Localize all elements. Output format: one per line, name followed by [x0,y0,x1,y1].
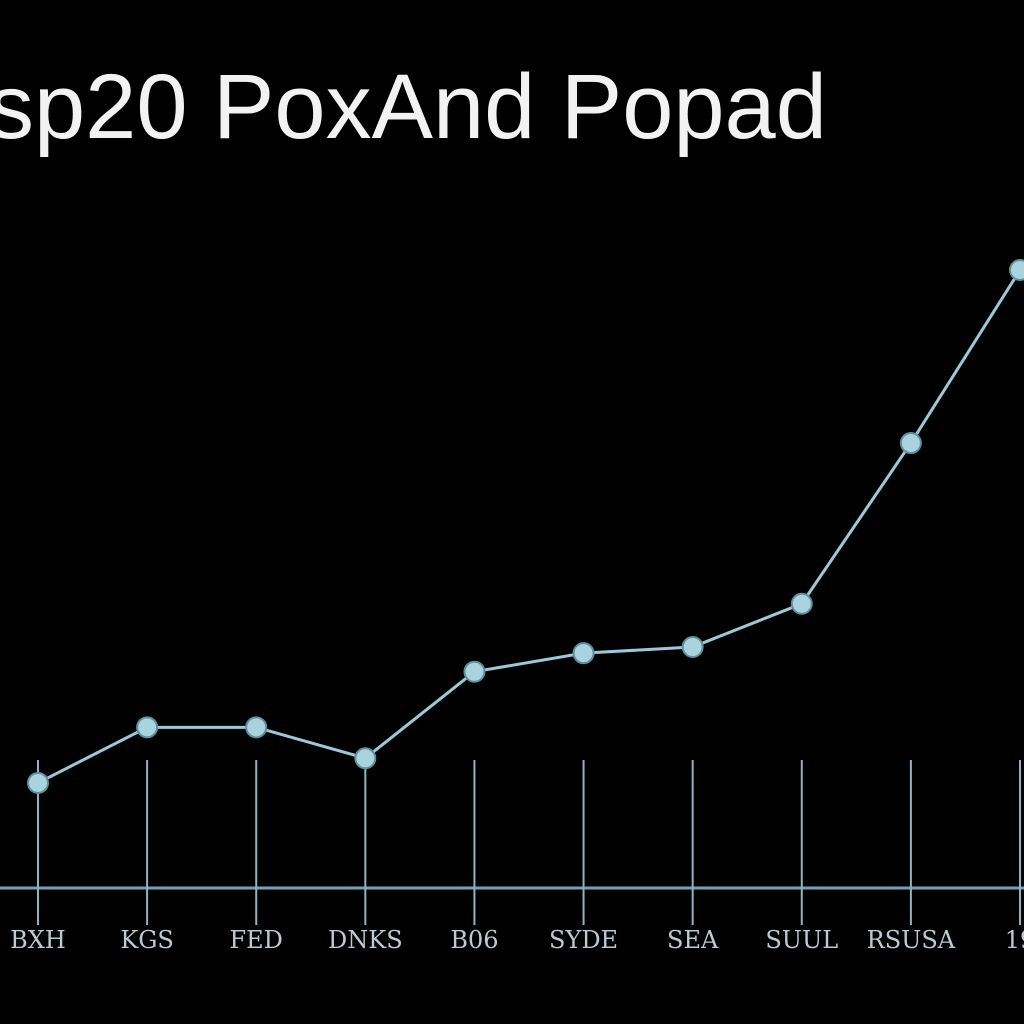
x-tick-label: KGS [120,926,174,954]
marker [463,660,486,683]
x-tick-label: SEA [667,926,719,954]
marker [1009,259,1024,281]
x-tick-label: FED [230,926,283,954]
marker [27,771,49,794]
marker [136,716,159,739]
x-tick-label: SUUL [765,926,838,954]
x-tick-label: BXH [10,926,66,954]
x-tick-label: SYDE [549,926,618,954]
marker [790,592,813,615]
marker [245,716,268,739]
line [37,269,1022,785]
chart-title: sp20 PoxAnd Popad [0,56,827,158]
x-tick-label: 19 [1005,926,1024,954]
x-tick-label: RSUSA [867,926,956,954]
x-tick-label: DNKS [328,926,403,954]
marker [899,432,922,455]
marker [354,747,377,770]
marker [572,642,595,665]
marker [681,635,704,658]
x-tick-label: B06 [450,926,498,954]
